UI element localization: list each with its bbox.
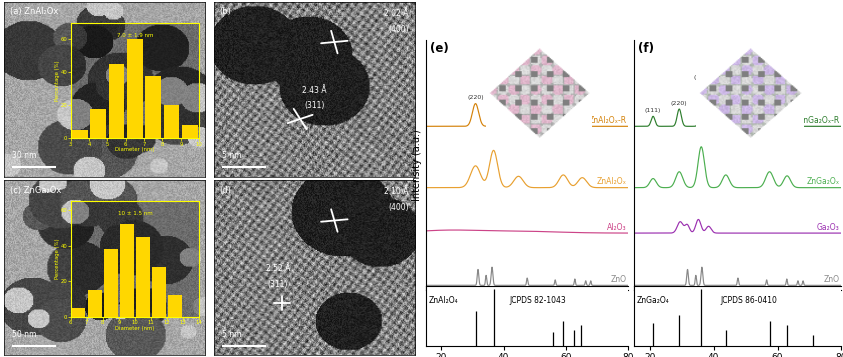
Text: (511): (511) (761, 101, 778, 106)
Text: 2.52 Å: 2.52 Å (266, 264, 290, 273)
Text: (c) ZnGa₂Ox: (c) ZnGa₂Ox (10, 186, 62, 195)
Text: ZnO: ZnO (824, 275, 840, 284)
Text: (311): (311) (304, 101, 325, 111)
Text: JCPDS 86-0410: JCPDS 86-0410 (720, 296, 777, 305)
Text: (400): (400) (717, 105, 734, 110)
Text: (440): (440) (779, 105, 796, 110)
Text: ZnGa₂Oₓ-R: ZnGa₂Oₓ-R (798, 116, 840, 125)
Text: (e): (e) (430, 42, 448, 55)
Text: (311): (311) (693, 75, 710, 80)
Text: ZnAl₂O₄: ZnAl₂O₄ (428, 296, 458, 305)
Text: (400): (400) (510, 105, 527, 110)
Text: (220): (220) (671, 101, 688, 106)
Text: 2.10 Å: 2.10 Å (384, 187, 409, 196)
Text: 50 nm: 50 nm (13, 330, 36, 338)
Text: Ga₂O₃: Ga₂O₃ (817, 223, 840, 232)
Text: Al₂O₃: Al₂O₃ (607, 223, 626, 232)
Text: 2.02 Å: 2.02 Å (384, 9, 409, 18)
Text: (400): (400) (388, 203, 409, 212)
Text: (311): (311) (268, 280, 288, 289)
Text: (f): (f) (638, 42, 654, 55)
Text: JCPDS 82-1043: JCPDS 82-1043 (510, 296, 566, 305)
Text: ZnO: ZnO (610, 275, 626, 284)
Text: 30 nm: 30 nm (13, 151, 36, 160)
Text: ZnAl₂Oₓ-R: ZnAl₂Oₓ-R (588, 116, 626, 125)
Text: ZnGa₂Oₓ: ZnGa₂Oₓ (807, 177, 840, 186)
Text: ZnAl₂Oₓ: ZnAl₂Oₓ (597, 177, 626, 186)
Text: (d): (d) (220, 186, 232, 195)
Text: (400): (400) (388, 25, 409, 34)
Text: (111): (111) (645, 108, 661, 113)
Text: (440): (440) (574, 107, 591, 112)
Text: 5 nm: 5 nm (222, 151, 241, 160)
Text: (311): (311) (486, 80, 502, 85)
Text: (511): (511) (555, 104, 572, 109)
Y-axis label: Intensity (a.u.): Intensity (a.u.) (411, 129, 422, 201)
Text: (b): (b) (220, 7, 232, 16)
Text: 5 nm: 5 nm (222, 330, 241, 338)
Text: (220): (220) (467, 95, 484, 100)
Text: ZnGa₂O₄: ZnGa₂O₄ (636, 296, 669, 305)
Text: (a) ZnAl₂Ox: (a) ZnAl₂Ox (10, 7, 59, 16)
Text: 2.43 Å: 2.43 Å (302, 86, 326, 95)
